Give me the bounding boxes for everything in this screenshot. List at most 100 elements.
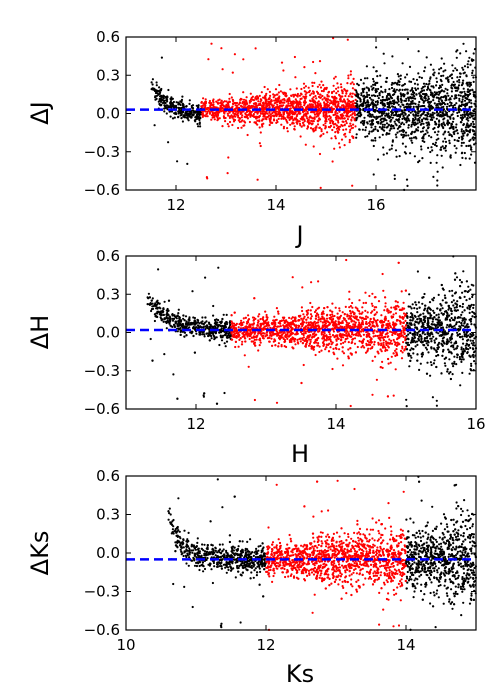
selected-star-point: [301, 118, 304, 121]
star-point: [362, 107, 365, 111]
star-point: [372, 139, 375, 142]
star-point: [410, 97, 413, 100]
star-point: [183, 331, 187, 334]
selected-star-point: [291, 105, 294, 108]
selected-star-point: [370, 311, 373, 314]
selected-star-point: [320, 89, 323, 93]
selected-star-point: [240, 116, 243, 119]
star-point: [471, 71, 474, 75]
selected-star-point: [316, 113, 319, 116]
star-point: [382, 120, 385, 123]
star-points-h: [146, 255, 477, 408]
star-point: [431, 113, 434, 116]
star-point: [431, 149, 434, 152]
star-point: [165, 106, 168, 109]
selected-star-point: [380, 314, 383, 317]
selected-star-point: [262, 332, 265, 335]
selected-star-point: [318, 152, 322, 156]
selected-star-point: [346, 82, 349, 85]
selected-star-point: [392, 313, 395, 316]
star-point: [402, 130, 405, 133]
selected-star-point: [222, 101, 225, 104]
star-point: [421, 120, 424, 123]
star-point: [374, 94, 377, 98]
star-point: [365, 86, 368, 89]
star-point: [158, 92, 161, 95]
star-point: [151, 78, 154, 81]
star-point: [204, 276, 207, 279]
selected-star-point: [334, 113, 337, 116]
selected-star-point: [282, 337, 285, 340]
star-point: [423, 111, 426, 114]
selected-star-point: [259, 110, 262, 113]
selected-star-point: [262, 107, 265, 110]
star-point: [388, 129, 391, 132]
selected-star-point: [296, 113, 299, 116]
star-point: [436, 114, 439, 117]
selected-star-point: [205, 113, 208, 116]
star-point: [413, 331, 417, 334]
star-point: [195, 332, 198, 335]
star-point: [433, 112, 436, 115]
star-point: [411, 119, 415, 122]
star-point: [465, 113, 468, 116]
selected-star-point: [348, 138, 351, 142]
star-point: [468, 56, 471, 59]
selected-star-point: [216, 116, 219, 120]
star-point: [429, 118, 432, 121]
selected-star-point: [247, 314, 250, 317]
star-point: [410, 125, 413, 128]
star-point: [414, 87, 417, 90]
star-point: [437, 130, 440, 133]
star-point: [398, 130, 401, 133]
selected-star-point: [236, 112, 239, 115]
star-point: [473, 323, 476, 326]
star-point: [368, 112, 371, 115]
star-point: [385, 126, 388, 129]
selected-star-point: [299, 135, 302, 138]
selected-star-point: [339, 342, 343, 345]
selected-star-point: [324, 116, 327, 119]
selected-star-point: [249, 110, 252, 113]
star-point: [468, 116, 472, 119]
star-point: [378, 91, 381, 95]
star-point: [462, 358, 465, 361]
star-point: [393, 177, 396, 180]
star-point: [449, 371, 452, 374]
star-point: [460, 135, 463, 138]
selected-star-point: [237, 116, 240, 119]
selected-star-point: [368, 294, 371, 298]
star-point: [432, 116, 435, 119]
selected-star-point: [303, 86, 306, 89]
star-point: [389, 125, 392, 128]
star-point: [429, 150, 432, 154]
star-point: [153, 88, 156, 91]
star-point: [461, 156, 464, 159]
star-point: [404, 145, 407, 148]
selected-star-point: [322, 84, 325, 87]
star-point: [367, 114, 370, 117]
selected-star-point: [309, 106, 312, 109]
star-point: [406, 184, 409, 187]
selected-star-point: [329, 346, 332, 349]
star-point: [448, 115, 451, 118]
star-point: [415, 340, 419, 343]
star-point: [467, 285, 470, 288]
selected-star-point: [349, 92, 352, 95]
star-point: [472, 356, 475, 359]
selected-star-point: [317, 119, 320, 122]
star-point: [425, 129, 428, 132]
star-point: [385, 152, 389, 155]
selected-star-point: [303, 99, 306, 102]
star-point: [459, 163, 462, 167]
star-point: [153, 124, 156, 127]
selected-star-point: [240, 105, 243, 108]
star-point: [451, 373, 454, 376]
star-point: [435, 314, 438, 317]
selected-star-point: [342, 105, 345, 108]
star-point: [438, 90, 441, 93]
selected-star-point: [255, 110, 258, 114]
star-point: [437, 126, 440, 129]
star-point: [420, 87, 423, 90]
selected-star-point: [259, 112, 262, 115]
